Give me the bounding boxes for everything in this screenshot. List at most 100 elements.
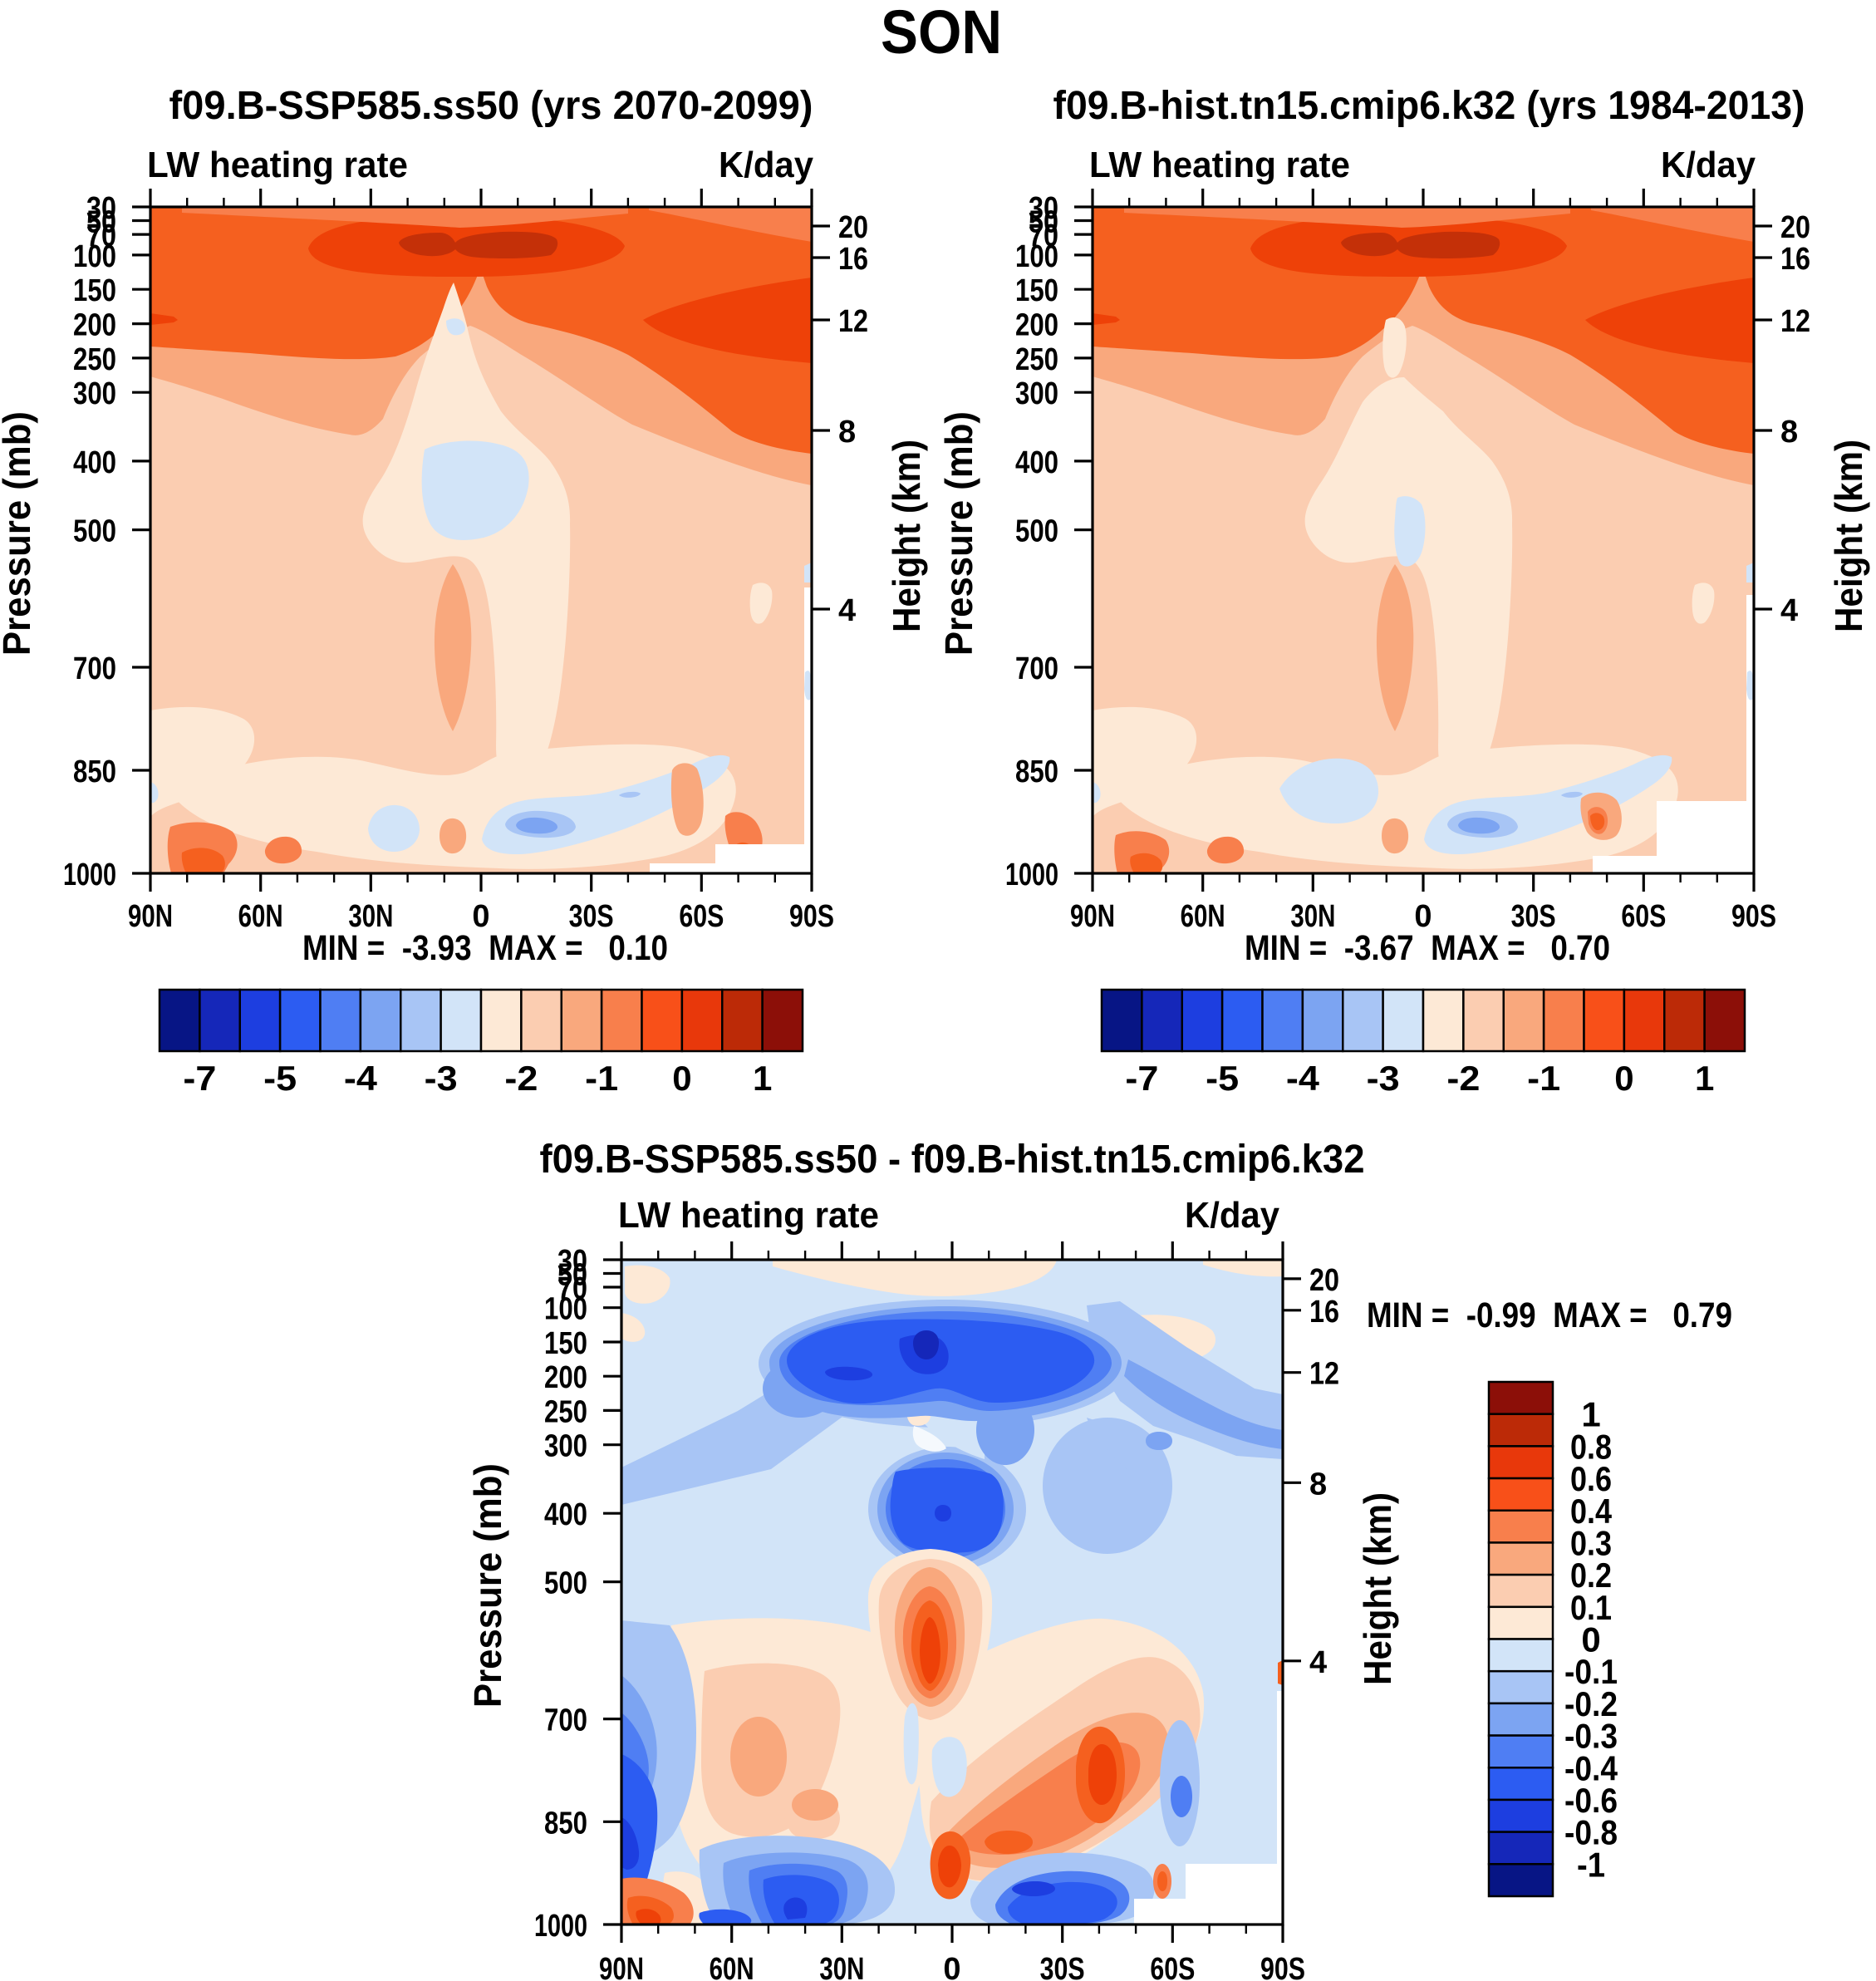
svg-text:Pressure (mb): Pressure (mb) xyxy=(466,1463,509,1708)
svg-text:f09.B-SSP585.ss50 (yrs 2070-20: f09.B-SSP585.ss50 (yrs 2070-2099) xyxy=(169,84,813,128)
svg-text:f09.B-SSP585.ss50 - f09.B-hist: f09.B-SSP585.ss50 - f09.B-hist.tn15.cmip… xyxy=(540,1138,1365,1182)
svg-text:250: 250 xyxy=(544,1394,587,1429)
svg-text:30N: 30N xyxy=(819,1952,864,1981)
svg-text:30: 30 xyxy=(86,191,116,226)
svg-text:-3: -3 xyxy=(1367,1059,1400,1098)
svg-text:12: 12 xyxy=(1780,304,1810,339)
svg-text:50: 50 xyxy=(1029,205,1058,240)
svg-text:-1: -1 xyxy=(1577,1845,1605,1884)
svg-text:150: 150 xyxy=(544,1326,587,1361)
svg-text:30N: 30N xyxy=(348,899,393,934)
svg-text:-5: -5 xyxy=(1206,1059,1239,1098)
svg-text:400: 400 xyxy=(73,445,116,480)
svg-text:50: 50 xyxy=(86,205,116,240)
svg-text:250: 250 xyxy=(1015,342,1058,377)
svg-text:LW heating rate: LW heating rate xyxy=(618,1195,879,1236)
svg-text:K/day: K/day xyxy=(719,145,813,185)
svg-text:20: 20 xyxy=(1309,1263,1339,1298)
svg-text:-0.2: -0.2 xyxy=(1564,1684,1618,1723)
svg-text:16: 16 xyxy=(1309,1295,1339,1330)
svg-text:0.4: 0.4 xyxy=(1570,1492,1613,1531)
svg-text:850: 850 xyxy=(544,1806,587,1841)
svg-text:MIN = -3.67 MAX = 0.70: MIN = -3.67 MAX = 0.70 xyxy=(1245,928,1610,968)
svg-text:300: 300 xyxy=(544,1429,587,1464)
svg-text:30S: 30S xyxy=(569,899,614,934)
svg-text:-0.8: -0.8 xyxy=(1564,1813,1618,1852)
svg-text:70: 70 xyxy=(1029,219,1058,253)
svg-text:0: 0 xyxy=(1614,1059,1633,1098)
svg-text:Pressure (mb): Pressure (mb) xyxy=(937,411,980,656)
svg-text:60S: 60S xyxy=(679,899,724,934)
svg-text:60N: 60N xyxy=(238,899,283,934)
svg-text:500: 500 xyxy=(73,514,116,549)
svg-text:1: 1 xyxy=(1581,1395,1600,1434)
svg-text:12: 12 xyxy=(1309,1357,1339,1392)
svg-text:-3: -3 xyxy=(425,1059,458,1098)
svg-text:0.3: 0.3 xyxy=(1570,1523,1612,1562)
svg-text:8: 8 xyxy=(1309,1467,1327,1502)
svg-text:60N: 60N xyxy=(710,1952,754,1981)
svg-text:LW heating rate: LW heating rate xyxy=(147,145,408,185)
svg-text:Height (km): Height (km) xyxy=(885,440,928,632)
svg-text:30N: 30N xyxy=(1290,899,1335,934)
svg-text:Height (km): Height (km) xyxy=(1827,440,1870,632)
svg-text:0: 0 xyxy=(672,1059,691,1098)
svg-text:-0.6: -0.6 xyxy=(1564,1781,1618,1820)
svg-text:200: 200 xyxy=(73,308,116,343)
svg-text:30S: 30S xyxy=(1040,1952,1085,1981)
svg-text:-4: -4 xyxy=(1286,1059,1320,1098)
svg-text:0.1: 0.1 xyxy=(1570,1588,1612,1627)
svg-text:100: 100 xyxy=(1015,239,1058,274)
svg-text:0.2: 0.2 xyxy=(1570,1556,1612,1595)
svg-text:-0.3: -0.3 xyxy=(1564,1717,1618,1756)
svg-text:50: 50 xyxy=(557,1257,587,1292)
svg-text:MIN = -3.93 MAX = 0.10: MIN = -3.93 MAX = 0.10 xyxy=(302,928,668,968)
svg-text:700: 700 xyxy=(544,1703,587,1738)
svg-text:f09.B-hist.tn15.cmip6.k32 (yrs: f09.B-hist.tn15.cmip6.k32 (yrs 1984-2013… xyxy=(1053,84,1805,128)
svg-text:90S: 90S xyxy=(1731,899,1776,934)
svg-text:-7: -7 xyxy=(1125,1059,1158,1098)
svg-text:K/day: K/day xyxy=(1661,145,1756,185)
svg-text:1000: 1000 xyxy=(63,858,116,892)
svg-text:100: 100 xyxy=(73,239,116,274)
svg-text:60S: 60S xyxy=(1150,1952,1195,1981)
svg-text:850: 850 xyxy=(1015,755,1058,789)
svg-text:90N: 90N xyxy=(599,1952,644,1981)
svg-text:150: 150 xyxy=(73,273,116,308)
svg-text:400: 400 xyxy=(544,1497,587,1532)
svg-text:0.8: 0.8 xyxy=(1570,1427,1612,1466)
svg-text:8: 8 xyxy=(838,415,856,450)
svg-text:-0.1: -0.1 xyxy=(1564,1652,1618,1691)
svg-text:90N: 90N xyxy=(128,899,173,934)
svg-text:-0.4: -0.4 xyxy=(1564,1748,1618,1787)
svg-text:30S: 30S xyxy=(1511,899,1556,934)
svg-text:-4: -4 xyxy=(344,1059,378,1098)
svg-text:500: 500 xyxy=(544,1566,587,1601)
svg-text:0.6: 0.6 xyxy=(1570,1459,1612,1498)
svg-text:1000: 1000 xyxy=(1005,858,1058,892)
svg-text:300: 300 xyxy=(73,376,116,411)
svg-text:60S: 60S xyxy=(1621,899,1666,934)
svg-text:8: 8 xyxy=(1780,415,1798,450)
svg-text:250: 250 xyxy=(73,342,116,377)
svg-text:90S: 90S xyxy=(1260,1952,1305,1981)
svg-text:0: 0 xyxy=(1414,899,1432,934)
svg-text:-7: -7 xyxy=(183,1059,216,1098)
svg-text:30: 30 xyxy=(1029,191,1058,226)
svg-text:1000: 1000 xyxy=(534,1909,587,1944)
svg-text:4: 4 xyxy=(1780,593,1798,628)
svg-text:-1: -1 xyxy=(585,1059,618,1098)
svg-text:-2: -2 xyxy=(1446,1059,1480,1098)
svg-text:0: 0 xyxy=(1581,1620,1600,1659)
svg-text:0: 0 xyxy=(943,1952,960,1981)
svg-text:200: 200 xyxy=(544,1360,587,1395)
svg-text:500: 500 xyxy=(1015,514,1058,549)
svg-text:LW heating rate: LW heating rate xyxy=(1089,145,1350,185)
svg-text:700: 700 xyxy=(1015,651,1058,686)
svg-text:16: 16 xyxy=(1780,242,1810,277)
svg-text:300: 300 xyxy=(1015,376,1058,411)
svg-text:20: 20 xyxy=(1780,210,1810,245)
svg-text:-2: -2 xyxy=(504,1059,538,1098)
svg-text:1: 1 xyxy=(753,1059,772,1098)
svg-text:16: 16 xyxy=(838,242,868,277)
